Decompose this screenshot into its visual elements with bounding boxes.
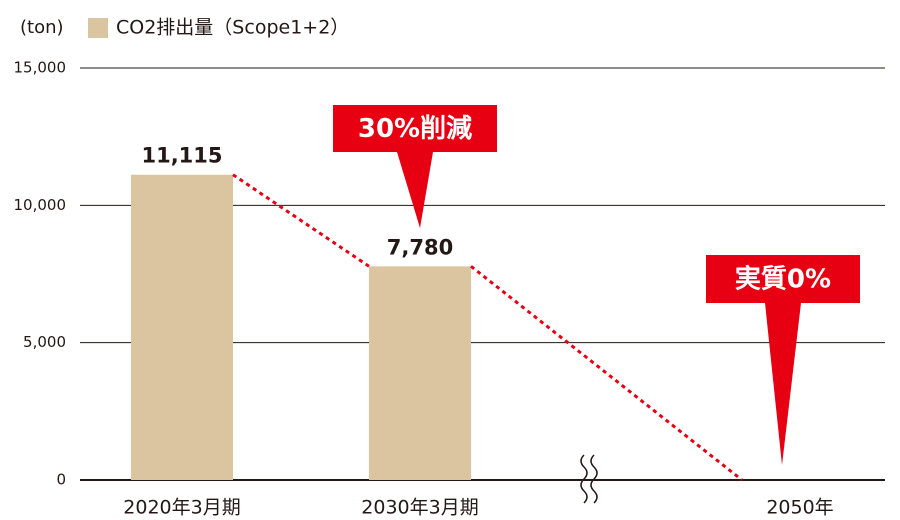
callout-shape (706, 255, 860, 465)
callout-text: 実質0% (735, 264, 831, 295)
unit-label: (ton) (20, 17, 64, 38)
callout-text: 30%削減 (358, 114, 472, 144)
bar (131, 174, 233, 480)
trend-line (232, 173, 370, 268)
x-tick-label: 2030年3月期 (361, 497, 478, 519)
y-tick-label: 10,000 (14, 196, 67, 214)
value-label: 11,115 (141, 144, 222, 168)
trend-line (470, 265, 743, 482)
value-label: 7,780 (387, 235, 453, 259)
x-tick-label: 2020年3月期 (123, 497, 240, 519)
y-tick-label: 5,000 (23, 333, 66, 351)
y-tick-label: 15,000 (14, 59, 67, 77)
bar (369, 266, 471, 480)
legend-swatch (88, 18, 108, 38)
callout-shape (333, 105, 497, 228)
legend-label: CO2排出量（Scope1+2） (116, 17, 349, 39)
y-tick-label: 0 (56, 471, 66, 489)
x-tick-label: 2050年 (766, 497, 833, 519)
